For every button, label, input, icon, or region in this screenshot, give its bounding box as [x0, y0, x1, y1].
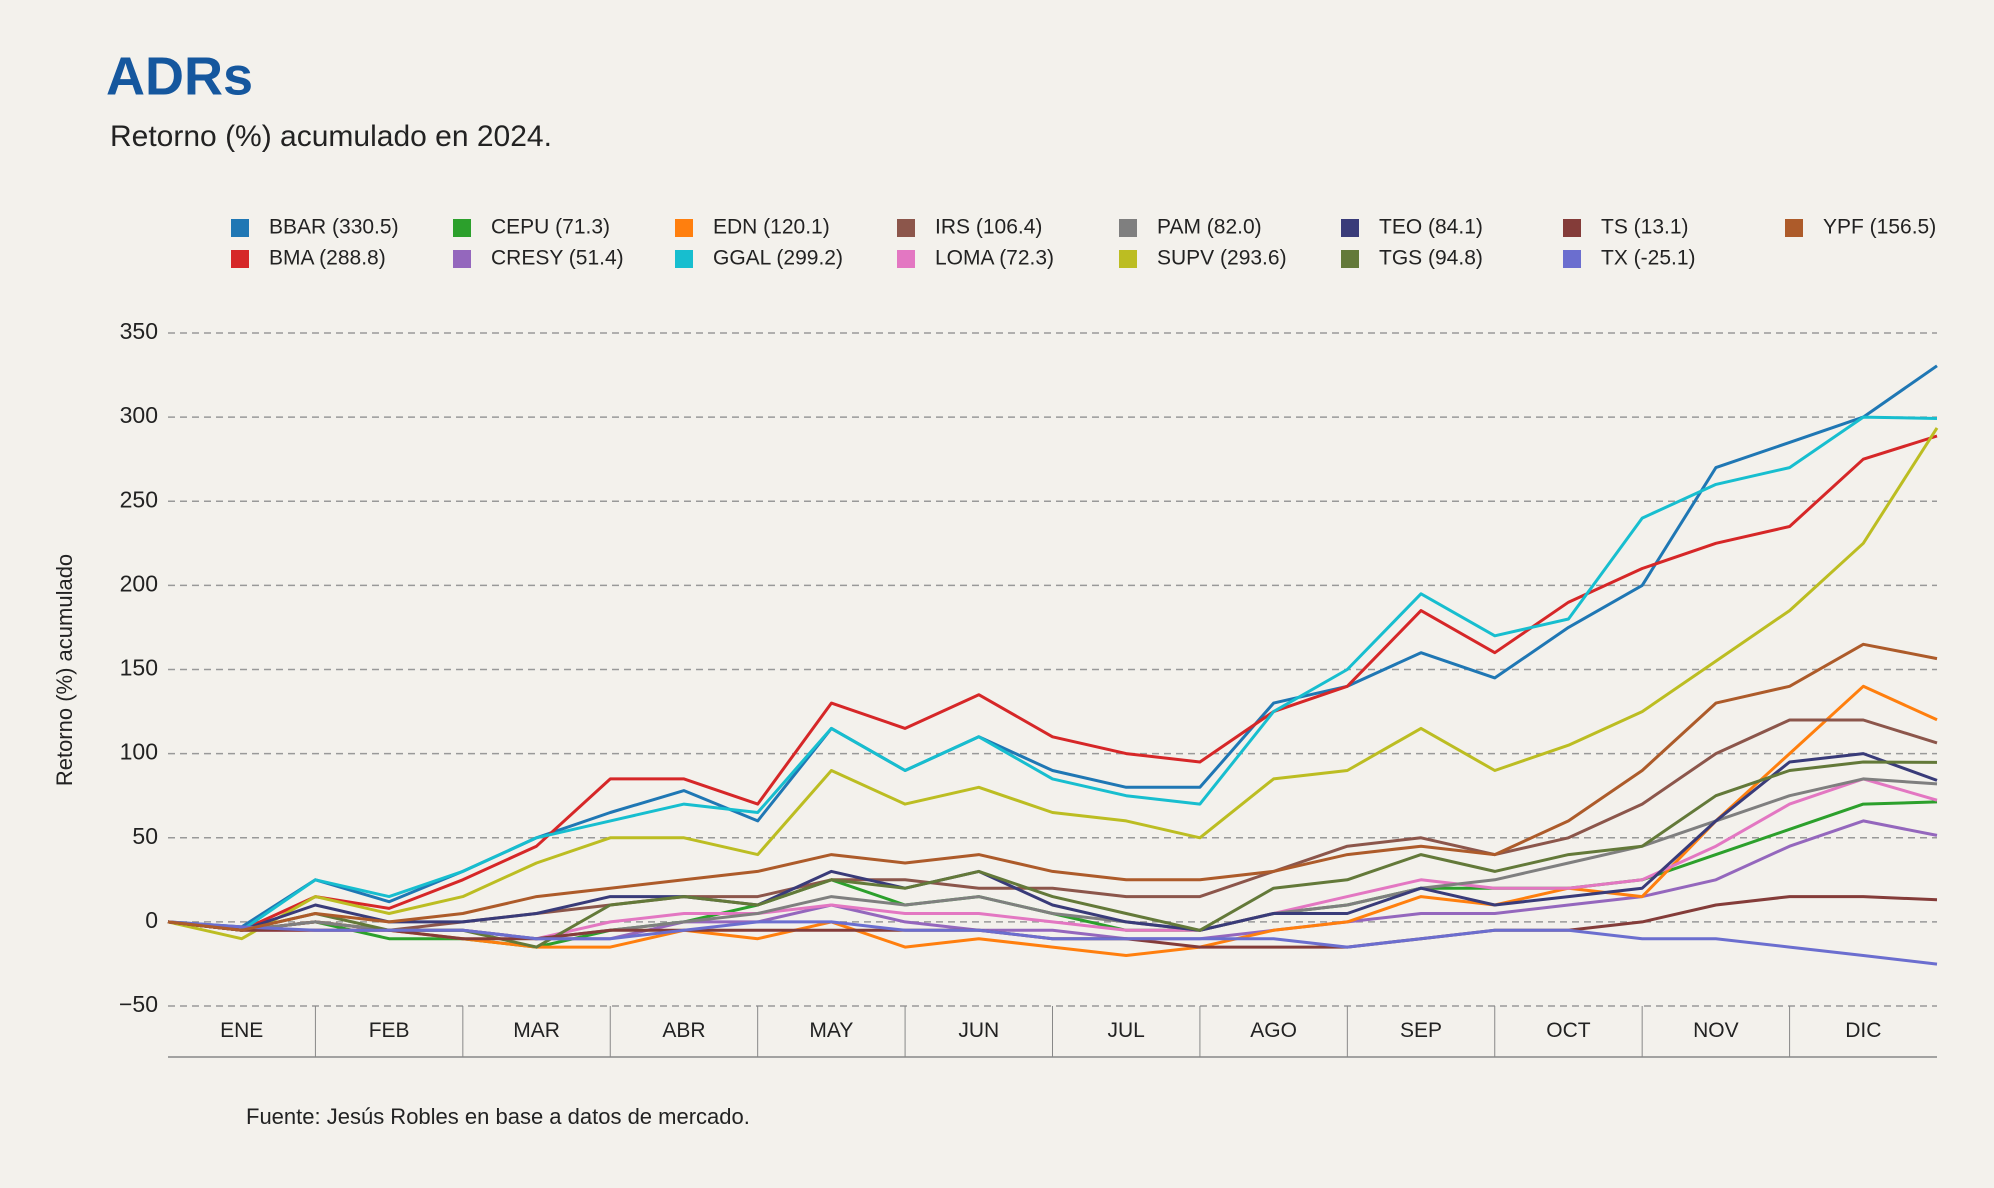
x-tick-label: FEB	[369, 1019, 410, 1042]
x-tick-label: OCT	[1546, 1019, 1591, 1042]
series-line	[167, 642, 1938, 932]
x-tick-label: DIC	[1845, 1019, 1881, 1042]
series-line	[167, 752, 1938, 932]
legend-swatch	[675, 219, 693, 237]
x-tick-label: MAY	[809, 1019, 853, 1042]
series-line	[167, 415, 1938, 932]
legend-label: SUPV (293.6)	[1157, 247, 1287, 270]
y-axis-label: Retorno (%) acumulado	[52, 554, 77, 786]
y-tick-label: 200	[120, 570, 158, 596]
legend-label: YPF (156.5)	[1823, 216, 1936, 239]
legend-label: TGS (94.8)	[1379, 247, 1483, 270]
legend-label: LOMA (72.3)	[935, 247, 1054, 270]
y-tick-label: 100	[120, 739, 158, 765]
y-tick-label: 50	[132, 823, 158, 849]
source: Fuente: Jesús Robles en base a datos de …	[246, 1104, 750, 1129]
legend-label: TS (13.1)	[1601, 216, 1689, 239]
legend-swatch	[1341, 219, 1359, 237]
x-tick-label: ENE	[220, 1019, 263, 1042]
legend-label: IRS (106.4)	[935, 216, 1042, 239]
legend-swatch	[675, 250, 693, 268]
y-tick-label: 350	[120, 318, 158, 344]
legend-swatch	[231, 219, 249, 237]
legend-label: CEPU (71.3)	[491, 216, 610, 239]
legend-label: TX (-25.1)	[1601, 247, 1696, 270]
series-line	[167, 434, 1938, 932]
legend-swatch	[1119, 250, 1137, 268]
legend-swatch	[897, 219, 915, 237]
x-tick-label: JUN	[958, 1019, 999, 1042]
x-tick-label: ABR	[662, 1019, 705, 1042]
legend-label: CRESY (51.4)	[491, 247, 624, 270]
legend-swatch	[231, 250, 249, 268]
legend-swatch	[1785, 219, 1803, 237]
legend-label: EDN (120.1)	[713, 216, 830, 239]
y-tick-label: −50	[119, 991, 158, 1017]
x-tick-label: MAR	[513, 1019, 560, 1042]
legend-label: PAM (82.0)	[1157, 216, 1262, 239]
y-tick-label: 0	[145, 907, 158, 933]
legend-swatch	[897, 250, 915, 268]
x-tick-label: SEP	[1400, 1019, 1442, 1042]
legend-swatch	[1563, 250, 1581, 268]
legend-swatch	[1341, 250, 1359, 268]
legend-swatch	[1563, 219, 1581, 237]
legend-swatch	[453, 250, 471, 268]
chart-subtitle: Retorno (%) acumulado en 2024.	[110, 120, 552, 153]
x-tick-label: AGO	[1250, 1019, 1297, 1042]
x-tick-label: NOV	[1693, 1019, 1739, 1042]
x-tick-label: JUL	[1108, 1019, 1145, 1042]
legend-label: GGAL (299.2)	[713, 247, 843, 270]
y-tick-label: 150	[120, 655, 158, 681]
y-tick-label: 250	[120, 486, 158, 512]
legend-label: BMA (288.8)	[269, 247, 386, 270]
y-tick-label: 300	[120, 402, 158, 428]
series-line	[167, 920, 1938, 966]
legend-label: BBAR (330.5)	[269, 216, 399, 239]
legend-label: TEO (84.1)	[1379, 216, 1483, 239]
legend-swatch	[1119, 219, 1137, 237]
legend-swatch	[453, 219, 471, 237]
chart-title: ADRs	[106, 46, 253, 106]
series-line	[167, 427, 1939, 941]
